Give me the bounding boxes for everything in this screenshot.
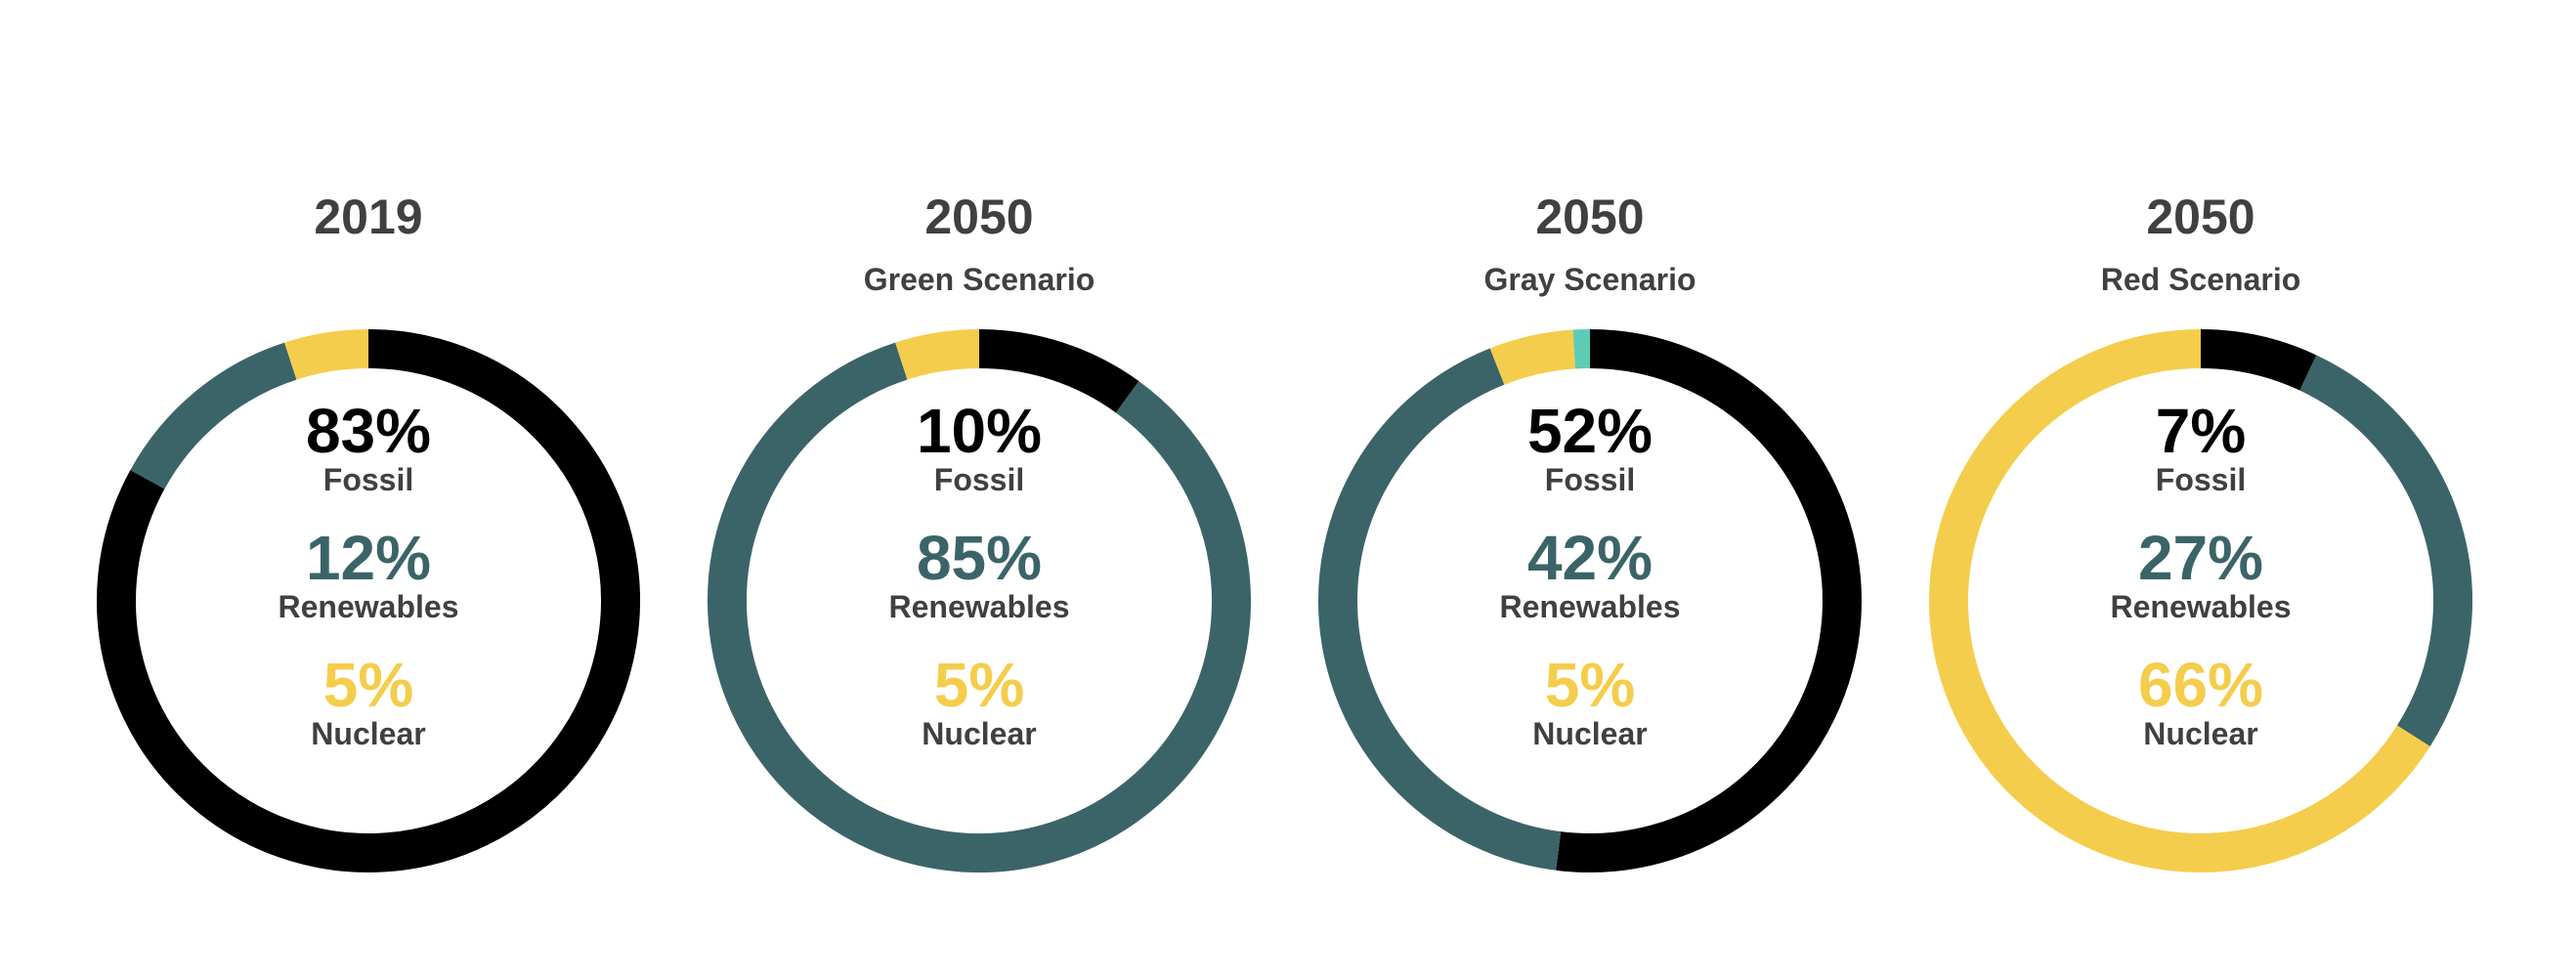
renewables-value-label: 42% — [1526, 523, 1653, 593]
renewables-category-label: Renewables — [888, 589, 1070, 624]
fossil-category-label: Fossil — [2155, 462, 2247, 497]
donut-slice-fossil — [1556, 329, 1862, 872]
donut-panel-4: 2050 Red Scenario 7% Fossil 27% Renewables 66%… — [1888, 0, 2513, 977]
nuclear-category-label: Nuclear — [1532, 716, 1648, 751]
donut-slice-nuclear — [284, 329, 369, 380]
fossil-category-label: Fossil — [1544, 462, 1636, 497]
renewables-value-label: 85% — [916, 523, 1043, 593]
donut-panel-1: 2019 83% Fossil 12% Renewables 5% Nuclear — [56, 0, 681, 977]
fossil-category-label: Fossil — [933, 462, 1025, 497]
chart-title: 2019 — [314, 190, 423, 244]
donut-slice-fossil — [97, 329, 640, 872]
donut-slice-renewables — [2299, 355, 2472, 746]
renewables-category-label: Renewables — [1499, 589, 1681, 624]
fossil-value-label: 7% — [2155, 396, 2247, 466]
chart-subtitle: Green Scenario — [863, 262, 1095, 297]
donut-slice-fossil — [2200, 329, 2317, 391]
donut-slice-renewables — [708, 342, 1251, 872]
donut-slice-nuclear — [895, 329, 980, 380]
renewables-value-label: 12% — [305, 523, 432, 593]
donut-slice-fossil — [978, 329, 1139, 413]
donut-ring — [1929, 329, 2472, 872]
chart-subtitle: Gray Scenario — [1483, 262, 1696, 297]
donut-panel-2: 2050 Green Scenario 10% Fossil 85% Renewables… — [666, 0, 1292, 977]
fossil-value-label: 52% — [1526, 396, 1653, 466]
nuclear-category-label: Nuclear — [922, 716, 1037, 751]
nuclear-value-label: 5% — [933, 650, 1025, 720]
chart-title: 2050 — [924, 190, 1034, 244]
nuclear-category-label: Nuclear — [311, 716, 426, 751]
donut-slice-renewables — [1317, 348, 1562, 871]
donut-slice-renewables — [130, 342, 297, 489]
renewables-value-label: 27% — [2137, 523, 2264, 593]
donut-ring — [1317, 329, 1862, 872]
fossil-value-label: 83% — [305, 396, 432, 466]
renewables-category-label: Renewables — [278, 589, 459, 624]
donut-slice-nuclear — [1929, 329, 2430, 872]
fossil-category-label: Fossil — [322, 462, 414, 497]
nuclear-category-label: Nuclear — [2143, 716, 2258, 751]
renewables-category-label: Renewables — [2110, 589, 2292, 624]
chart-title: 2050 — [1535, 190, 1645, 244]
nuclear-value-label: 5% — [322, 650, 414, 720]
donut-ring — [97, 329, 640, 872]
chart-title: 2050 — [2146, 190, 2255, 244]
nuclear-value-label: 66% — [2137, 650, 2264, 720]
fossil-value-label: 10% — [916, 396, 1043, 466]
donut-slice-other — [1572, 329, 1591, 369]
donut-panel-3: 2050 Gray Scenario 52% Fossil 42% Renewables 5… — [1277, 0, 1903, 977]
donut-ring — [708, 329, 1251, 872]
chart-subtitle: Red Scenario — [2100, 262, 2301, 297]
donut-slice-nuclear — [1489, 329, 1576, 385]
nuclear-value-label: 5% — [1544, 650, 1636, 720]
